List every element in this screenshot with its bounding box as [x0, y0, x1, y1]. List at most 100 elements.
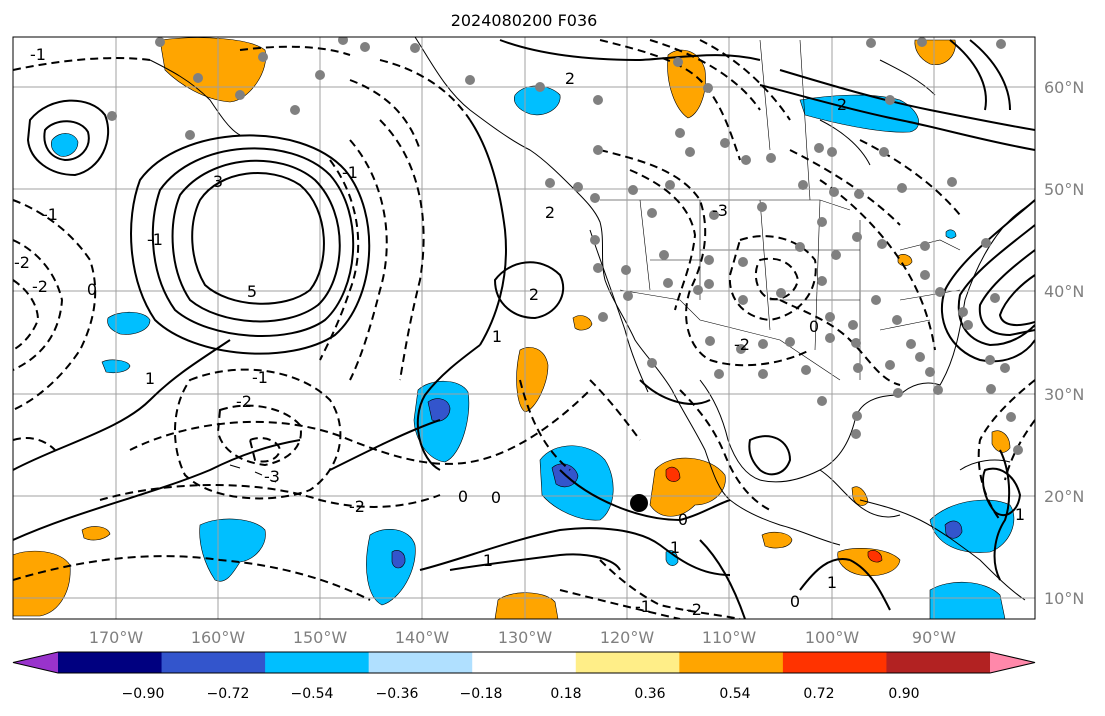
orange-patch-c-america	[837, 547, 901, 577]
contour-label: -1	[252, 368, 268, 387]
contour-label: 2	[565, 69, 575, 88]
colorbar-segment	[368, 652, 473, 673]
colorbar-extend-high	[990, 652, 1035, 673]
blue-patch-mid-pac-1	[107, 311, 151, 335]
lon-label: 130°W	[498, 628, 553, 647]
orange-patch-south	[494, 592, 559, 619]
contour-label: -2	[349, 497, 365, 516]
colorbar-tick-label: −0.90	[122, 686, 165, 702]
lat-labels: 60°N 50°N 40°N 30°N 20°N 10°N	[1044, 78, 1084, 608]
lon-label: 160°W	[191, 628, 246, 647]
colorbar-segment	[886, 652, 991, 673]
contour-label: 0	[87, 280, 97, 299]
lon-label: 140°W	[395, 628, 450, 647]
colorbar-segment	[782, 652, 887, 673]
lat-label: 30°N	[1044, 385, 1084, 404]
blue-patch-south-1-core	[391, 550, 406, 569]
contour-label: 1	[483, 551, 493, 570]
contour-label: 1	[670, 538, 680, 557]
contour-label: 0	[458, 487, 468, 506]
colorbar-outline	[12, 651, 1036, 674]
contour-label: 1	[145, 369, 155, 388]
lat-label: 50°N	[1044, 180, 1084, 199]
contour-label: -2	[686, 600, 702, 619]
lat-label: 10°N	[1044, 589, 1084, 608]
blue-patch-small-east	[945, 229, 957, 239]
lat-label: 60°N	[1044, 78, 1084, 97]
blue-patch-small-south	[665, 550, 679, 566]
blue-patch-hawaii-s	[199, 518, 266, 582]
contour-label: 2	[545, 203, 555, 222]
contour-label: 5	[247, 282, 257, 301]
contour-label: 1	[1015, 505, 1025, 524]
contour-label: -3	[264, 467, 280, 486]
colorbar-tick-label: 0.36	[634, 686, 665, 702]
colorbar	[12, 651, 1036, 674]
lon-label: 120°W	[600, 628, 655, 647]
map-title: 2024080200 F036	[451, 11, 598, 30]
map-frame	[12, 36, 1036, 620]
orange-patch-canada	[667, 49, 706, 119]
orange-patch-alaska	[159, 37, 267, 103]
contour-label: -2	[734, 335, 750, 354]
lon-label: 90°W	[912, 628, 956, 647]
colorbar-tick-labels: −0.90 −0.72 −0.54 −0.36 −0.18 0.18 0.36 …	[122, 686, 920, 702]
colorbar-segment	[161, 652, 266, 673]
contour-label: -2	[32, 277, 48, 296]
colorbar-tick-label: −0.36	[376, 686, 419, 702]
contours-solid	[13, 39, 1035, 619]
colorbar-tick-label: −0.54	[291, 686, 334, 702]
lon-label: 150°W	[293, 628, 348, 647]
orange-patch-small-3	[81, 526, 111, 541]
contour-label: 0	[491, 488, 501, 507]
blue-patch-caribbean-core	[944, 520, 963, 539]
colorbar-tick-label: 0.72	[803, 686, 834, 702]
contour-label: -1	[147, 230, 163, 249]
map-area: -1 2 3 5 -1 -2 -3 -2 2 1 1 0 0 0 -1 -2 1…	[13, 37, 1035, 619]
blue-patch-south-1	[366, 528, 416, 606]
station-dots	[107, 37, 1023, 455]
contour-label: 1	[827, 573, 837, 592]
blue-patch-se	[929, 581, 1006, 619]
contour-label: 2	[529, 285, 539, 304]
contour-label: -1	[42, 205, 58, 224]
contours-dashed	[13, 39, 1035, 619]
colorbar-segment	[58, 652, 163, 673]
contour-label: 0	[678, 510, 688, 529]
colorbar-tick-label: −0.72	[207, 686, 250, 702]
shaded-anomalies	[13, 37, 1015, 619]
colorbar-tick-label: 0.54	[719, 686, 750, 702]
contour-label: -1	[635, 597, 651, 616]
lat-label: 40°N	[1044, 282, 1084, 301]
lon-label: 100°W	[805, 628, 860, 647]
lon-labels: 170°W 160°W 150°W 140°W 130°W 120°W 110°…	[89, 628, 956, 647]
contour-label: -1	[30, 45, 46, 64]
red-patch-mexico-coast	[665, 466, 681, 482]
colorbar-segment	[679, 652, 784, 673]
colorbar-segment	[575, 652, 680, 673]
coastlines	[149, 37, 1035, 601]
orange-patch-east-1	[991, 430, 1011, 453]
colorbar-tick-label: 0.90	[888, 686, 919, 702]
contour-label: 0	[790, 592, 800, 611]
contour-label: 0	[809, 317, 819, 336]
contour-label: -1	[342, 163, 358, 182]
contour-label: 3	[213, 172, 223, 191]
orange-patch-small	[572, 315, 593, 331]
lat-label: 20°N	[1044, 487, 1084, 506]
contour-label: -2	[236, 392, 252, 411]
contour-label: -3	[712, 201, 728, 220]
lon-label: 170°W	[89, 628, 144, 647]
location-marker	[630, 494, 648, 512]
contour-label: 2	[837, 95, 847, 114]
colorbar-segment	[265, 652, 370, 673]
lon-label: 110°W	[702, 628, 757, 647]
colorbar-extend-low	[13, 652, 58, 673]
blue-patch-gulf-ak	[50, 133, 79, 157]
contour-label: 1	[492, 327, 502, 346]
colorbar-tick-label: −0.18	[460, 686, 503, 702]
orange-patch-small-2	[761, 531, 793, 549]
colorbar-tick-label: 0.18	[550, 686, 581, 702]
